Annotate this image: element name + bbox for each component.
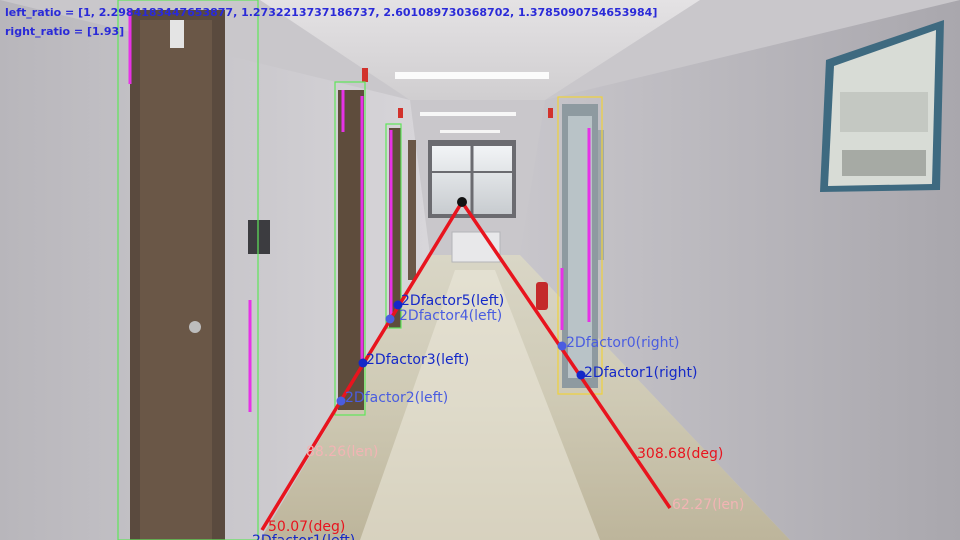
factor3-left-label: 2Dfactor3(left): [366, 352, 469, 368]
factor3-left-point: [358, 358, 368, 368]
factor4-left-point: [385, 314, 395, 324]
door-handle: [189, 321, 201, 333]
right-length-label: 62.27(len): [672, 497, 744, 513]
door-box-left-2: [334, 81, 366, 416]
door-box-left-3: [385, 123, 402, 329]
right-angle-label: 308.68(deg): [637, 446, 723, 462]
ceiling: [260, 0, 700, 100]
left-length-label: 88.26(len): [306, 444, 378, 460]
ceiling-light: [395, 72, 549, 79]
left-ratio-text: left_ratio = [1, 2.2984183447653877, 1.2…: [5, 6, 657, 19]
factor2-left-label: 2Dfactor2(left): [345, 390, 448, 406]
factor1-right-point: [576, 370, 586, 380]
ceiling-light: [440, 130, 500, 133]
factor2-left-point: [336, 396, 346, 406]
floor-reflection: [360, 270, 600, 540]
factor5-left-point: [393, 300, 403, 310]
left-angle-label: 50.07(deg): [268, 519, 345, 535]
vanishing-point: [457, 197, 467, 207]
ceiling-light: [420, 112, 516, 116]
factor0-right-point: [557, 341, 567, 351]
door-box-left-1: [117, 0, 259, 540]
left-door-mid: [338, 90, 364, 410]
door-lock: [248, 220, 270, 254]
factor5-left-label: 2Dfactor5(left): [401, 293, 504, 309]
door-box-right-1: [557, 96, 603, 395]
factor0-right-label: 2Dfactor0(right): [566, 335, 679, 351]
factor4-left-label: 2Dfactor4(left): [399, 308, 502, 324]
right-ratio-text: right_ratio = [1.93]: [5, 25, 124, 38]
right-perspective-line: [460, 201, 672, 509]
factor1-right-label: 2Dfactor1(right): [584, 365, 697, 381]
fire-extinguisher: [536, 282, 548, 310]
factor1-left-label: 2Dfactor1(left): [252, 533, 355, 540]
